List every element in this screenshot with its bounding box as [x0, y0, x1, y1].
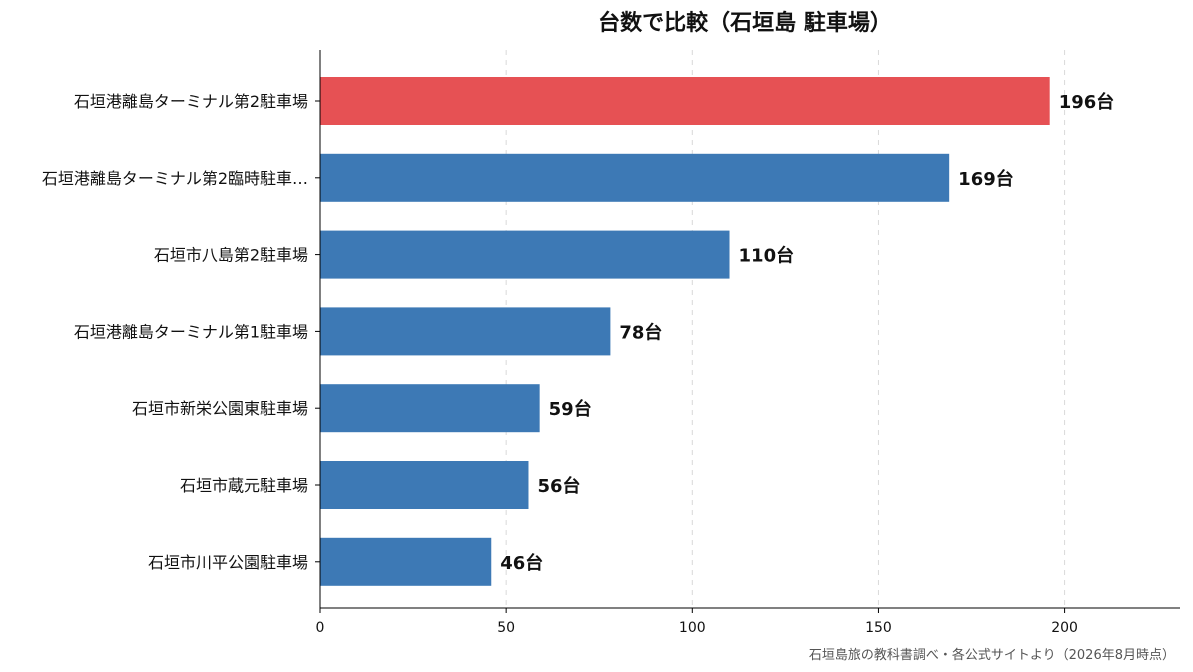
bar: [320, 461, 529, 509]
x-tick-label: 50: [497, 620, 515, 636]
x-tick-labels: 0 50 100 150 200: [316, 620, 1078, 636]
category-label: 石垣港離島ターミナル第2臨時駐車…: [42, 169, 308, 188]
data-label: 196台: [1059, 91, 1115, 113]
category-label: 石垣市蔵元駐車場: [180, 476, 308, 495]
x-tick-label: 200: [1051, 620, 1078, 636]
data-label: 78台: [619, 321, 662, 343]
category-label: 石垣市新栄公園東駐車場: [132, 399, 308, 418]
bar: [320, 307, 611, 356]
data-label: 56台: [537, 475, 580, 497]
value-labels: 196台 169台 110台 78台 59台 56台 46台: [500, 91, 1114, 574]
category-label: 石垣市川平公園駐車場: [148, 553, 308, 572]
grid-lines: [505, 50, 1066, 608]
x-tick-label: 0: [316, 620, 325, 636]
axes: [315, 50, 1180, 613]
bar: [320, 230, 730, 279]
data-label: 110台: [739, 245, 795, 267]
data-label: 59台: [549, 398, 592, 420]
bar: [320, 77, 1050, 125]
category-label: 石垣港離島ターミナル第1駐車場: [74, 322, 308, 341]
source-note: 石垣島旅の教科書調べ・各公式サイトより（2026年8月時点）: [809, 647, 1175, 663]
bar: [320, 537, 492, 586]
bar: [320, 384, 540, 433]
data-label: 46台: [500, 552, 543, 574]
x-tick-label: 150: [865, 620, 892, 636]
bar: [320, 153, 950, 202]
x-tick-label: 100: [679, 620, 706, 636]
data-label: 169台: [958, 168, 1014, 190]
bars: [320, 77, 1050, 586]
category-label: 石垣市八島第2駐車場: [154, 246, 308, 265]
category-label: 石垣港離島ターミナル第2駐車場: [74, 92, 308, 111]
chart-title: 台数で比較（石垣島 駐車場）: [598, 10, 892, 36]
